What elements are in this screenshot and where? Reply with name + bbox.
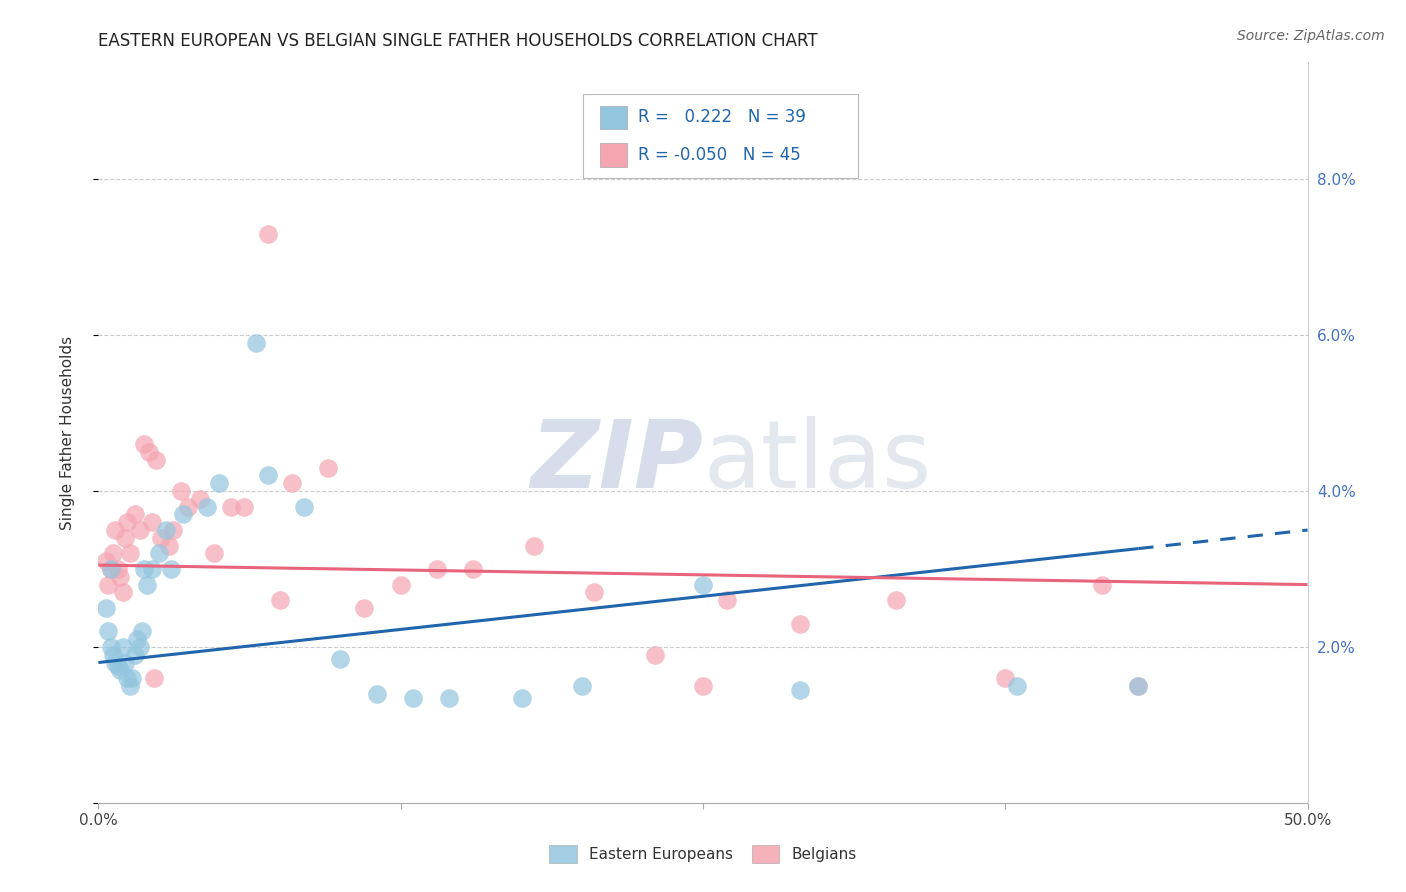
Point — [128, 523, 150, 537]
Point — [141, 515, 163, 529]
Y-axis label: Single Father Households: Single Father Households — [60, 335, 75, 530]
Point — [101, 648, 124, 662]
Point — [292, 500, 315, 514]
Point — [135, 577, 157, 591]
Point — [141, 562, 163, 576]
Point — [97, 577, 120, 591]
Point — [510, 690, 533, 705]
Point — [692, 679, 714, 693]
Point — [195, 500, 218, 514]
Point — [188, 491, 211, 506]
FancyBboxPatch shape — [600, 143, 627, 167]
Point — [232, 500, 254, 514]
Text: R = -0.050   N = 45: R = -0.050 N = 45 — [638, 145, 801, 163]
Point — [402, 690, 425, 705]
Point — [329, 651, 352, 665]
Point — [100, 562, 122, 576]
Point — [1128, 679, 1150, 693]
Point — [208, 476, 231, 491]
Point — [994, 671, 1017, 685]
Point — [353, 601, 375, 615]
Point — [644, 648, 666, 662]
Point — [886, 593, 908, 607]
Point — [256, 468, 278, 483]
Point — [100, 640, 122, 654]
Point — [389, 577, 412, 591]
Point — [114, 656, 136, 670]
Point — [583, 585, 606, 599]
Point — [97, 624, 120, 639]
Point — [94, 601, 117, 615]
Point — [256, 227, 278, 241]
Point — [426, 562, 449, 576]
Point — [108, 663, 131, 677]
Point — [155, 523, 177, 537]
Point — [281, 476, 304, 491]
Point — [150, 531, 173, 545]
Point — [117, 671, 139, 685]
Point — [104, 656, 127, 670]
Point — [523, 539, 546, 553]
Point — [138, 445, 160, 459]
Point — [692, 577, 714, 591]
Point — [124, 508, 146, 522]
Point — [143, 671, 166, 685]
Point — [101, 546, 124, 560]
Point — [124, 648, 146, 662]
Point — [1128, 679, 1150, 693]
Point — [127, 632, 149, 647]
Point — [111, 640, 134, 654]
Point — [245, 336, 267, 351]
Point — [134, 562, 156, 576]
FancyBboxPatch shape — [600, 105, 627, 129]
Legend: Eastern Europeans, Belgians: Eastern Europeans, Belgians — [543, 839, 863, 869]
Point — [437, 690, 460, 705]
Point — [107, 659, 129, 673]
Point — [108, 570, 131, 584]
Point — [121, 671, 143, 685]
Point — [1091, 577, 1114, 591]
Text: Source: ZipAtlas.com: Source: ZipAtlas.com — [1237, 29, 1385, 43]
Point — [118, 546, 141, 560]
Point — [128, 640, 150, 654]
Point — [366, 687, 388, 701]
Text: R =   0.222   N = 39: R = 0.222 N = 39 — [638, 109, 806, 127]
Point — [716, 593, 738, 607]
Point — [104, 523, 127, 537]
Point — [463, 562, 485, 576]
Point — [134, 437, 156, 451]
Point — [789, 616, 811, 631]
Point — [111, 585, 134, 599]
FancyBboxPatch shape — [583, 94, 858, 178]
Point — [177, 500, 200, 514]
Point — [162, 523, 184, 537]
Text: EASTERN EUROPEAN VS BELGIAN SINGLE FATHER HOUSEHOLDS CORRELATION CHART: EASTERN EUROPEAN VS BELGIAN SINGLE FATHE… — [98, 32, 818, 50]
Point — [169, 484, 191, 499]
Text: ZIP: ZIP — [530, 417, 703, 508]
Point — [145, 453, 167, 467]
Point — [157, 539, 180, 553]
Point — [107, 562, 129, 576]
Point — [100, 562, 122, 576]
Point — [269, 593, 291, 607]
Text: atlas: atlas — [703, 417, 931, 508]
Point — [172, 508, 194, 522]
Point — [118, 679, 141, 693]
Point — [316, 460, 339, 475]
Point — [114, 531, 136, 545]
Point — [131, 624, 153, 639]
Point — [148, 546, 170, 560]
Point — [221, 500, 243, 514]
Point — [94, 554, 117, 568]
Point — [117, 515, 139, 529]
Point — [789, 682, 811, 697]
Point — [160, 562, 183, 576]
Point — [204, 546, 226, 560]
Point — [1007, 679, 1029, 693]
Point — [571, 679, 593, 693]
